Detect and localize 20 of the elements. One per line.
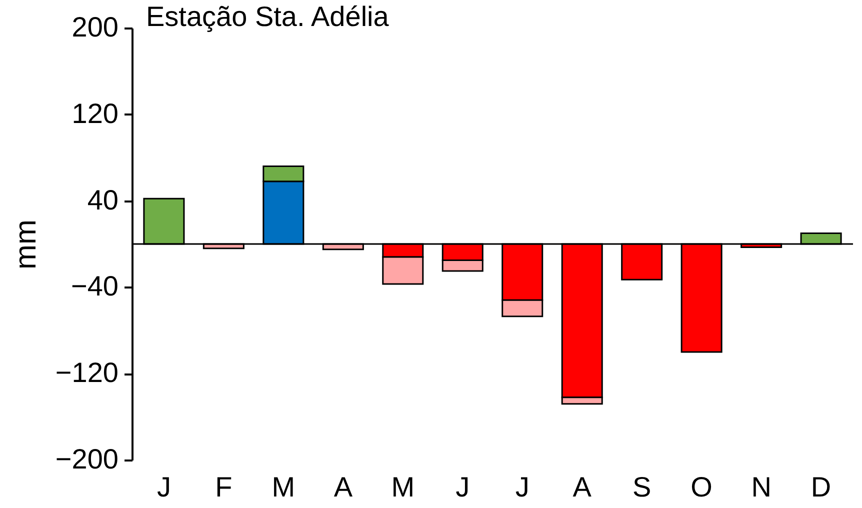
x-tick-label: D	[810, 472, 832, 502]
y-tick-label: 200	[72, 12, 118, 42]
y-tick-label: 40	[87, 184, 118, 216]
y-tick-label: −120	[55, 357, 118, 388]
x-tick-label: S	[632, 472, 652, 502]
x-tick-label: O	[690, 472, 712, 502]
x-tick-label: A	[334, 472, 353, 502]
y-tick-label: 120	[72, 98, 118, 129]
x-tick-label: N	[751, 472, 772, 502]
y-tick-label: −40	[71, 270, 118, 302]
y-axis-title: mm	[9, 220, 42, 270]
x-tick-label: J	[515, 472, 530, 502]
chart-title: Estação Sta. Adélia	[146, 1, 390, 32]
x-tick-label: J	[156, 472, 171, 502]
x-tick-label: M	[391, 472, 415, 502]
x-tick-label: A	[572, 472, 592, 502]
x-tick-label: J	[456, 472, 470, 502]
x-tick-label: F	[215, 472, 232, 502]
x-tick-label: M	[272, 472, 296, 502]
y-tick-label: −200	[55, 444, 118, 474]
